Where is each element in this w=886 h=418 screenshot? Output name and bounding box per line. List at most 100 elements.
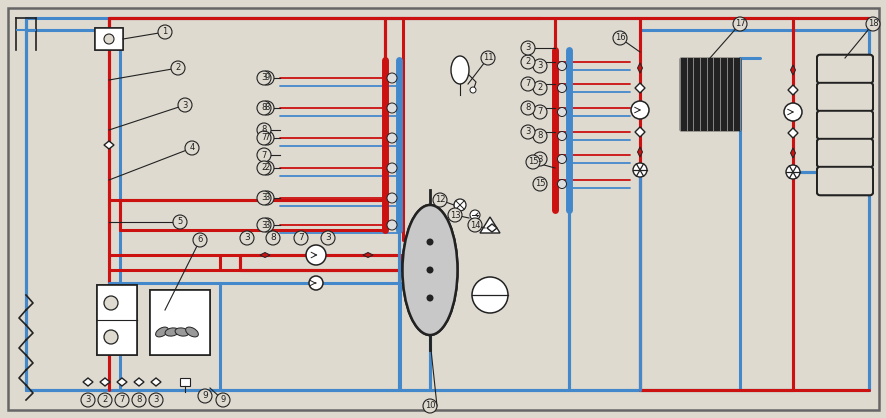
Polygon shape [637,63,641,73]
Bar [150,290,210,355]
Circle shape [257,218,271,232]
Text: 13: 13 [449,211,460,219]
Text: 10: 10 [424,402,435,410]
Text: 7: 7 [261,150,267,160]
Ellipse shape [165,328,179,336]
Text: 7: 7 [264,133,269,143]
Text: 7: 7 [261,133,267,143]
FancyBboxPatch shape [816,83,872,111]
Circle shape [520,41,534,55]
Text: 2: 2 [175,64,181,72]
Circle shape [260,131,274,145]
Text: 3: 3 [261,221,267,229]
Polygon shape [117,378,127,386]
Circle shape [104,296,118,310]
Circle shape [97,393,112,407]
Circle shape [426,239,433,245]
Text: 8: 8 [261,104,267,112]
Circle shape [426,295,433,301]
Circle shape [432,193,447,207]
Text: 3: 3 [537,155,542,163]
Text: 4: 4 [190,143,194,153]
Circle shape [240,231,253,245]
Polygon shape [151,378,161,386]
Circle shape [257,101,271,115]
Circle shape [257,131,271,145]
Bar [150,290,210,355]
Circle shape [104,296,118,310]
Ellipse shape [161,327,175,337]
Polygon shape [260,252,269,257]
Circle shape [633,163,646,177]
Circle shape [321,231,335,245]
Circle shape [426,239,433,245]
Circle shape [171,61,185,75]
Polygon shape [479,217,500,233]
Circle shape [557,107,566,117]
Circle shape [386,163,397,173]
Circle shape [260,161,274,175]
Text: 9: 9 [220,395,225,405]
Circle shape [732,17,746,31]
Circle shape [260,191,274,205]
Text: 8: 8 [136,395,142,405]
Polygon shape [789,148,795,158]
Circle shape [520,77,534,91]
Text: 14: 14 [470,221,479,229]
Polygon shape [362,252,373,257]
Circle shape [426,267,433,273]
Text: 3: 3 [525,43,530,53]
Circle shape [471,277,508,313]
Text: 3: 3 [153,395,159,405]
Bar [680,58,739,130]
Text: 15: 15 [534,179,545,189]
Text: 7: 7 [525,79,530,89]
Text: 7: 7 [298,234,304,242]
Text: 12: 12 [434,196,445,204]
Circle shape [104,330,118,344]
Text: 3: 3 [264,221,269,229]
Circle shape [480,51,494,65]
Bar [97,285,136,355]
Circle shape [520,55,534,69]
Polygon shape [634,83,644,93]
Circle shape [104,34,114,44]
Circle shape [557,155,566,163]
Ellipse shape [402,205,457,335]
Bar [95,28,123,50]
Circle shape [257,191,271,205]
Text: 3: 3 [525,127,530,137]
Circle shape [612,31,626,45]
Circle shape [557,61,566,71]
Circle shape [308,276,323,290]
Circle shape [532,81,547,95]
Circle shape [266,231,280,245]
Polygon shape [787,128,797,138]
Circle shape [783,103,801,121]
Text: 2: 2 [537,84,542,92]
Ellipse shape [169,328,183,336]
Circle shape [386,103,397,113]
Text: 3: 3 [261,74,267,82]
Circle shape [173,215,187,229]
Circle shape [257,123,271,137]
Circle shape [423,399,437,413]
Ellipse shape [155,327,168,337]
Circle shape [257,148,271,162]
Ellipse shape [402,205,457,335]
Text: 6: 6 [197,235,203,245]
Circle shape [447,208,462,222]
Circle shape [386,133,397,143]
FancyBboxPatch shape [816,139,872,167]
Text: 9: 9 [264,74,269,82]
Text: 11: 11 [482,54,493,63]
Text: 8: 8 [270,234,276,242]
Text: 2: 2 [261,163,267,173]
Circle shape [306,245,326,265]
Bar [95,28,123,50]
Circle shape [293,231,307,245]
Circle shape [81,393,95,407]
Circle shape [198,389,212,403]
Text: 18: 18 [867,20,877,28]
Text: 3: 3 [537,61,542,71]
